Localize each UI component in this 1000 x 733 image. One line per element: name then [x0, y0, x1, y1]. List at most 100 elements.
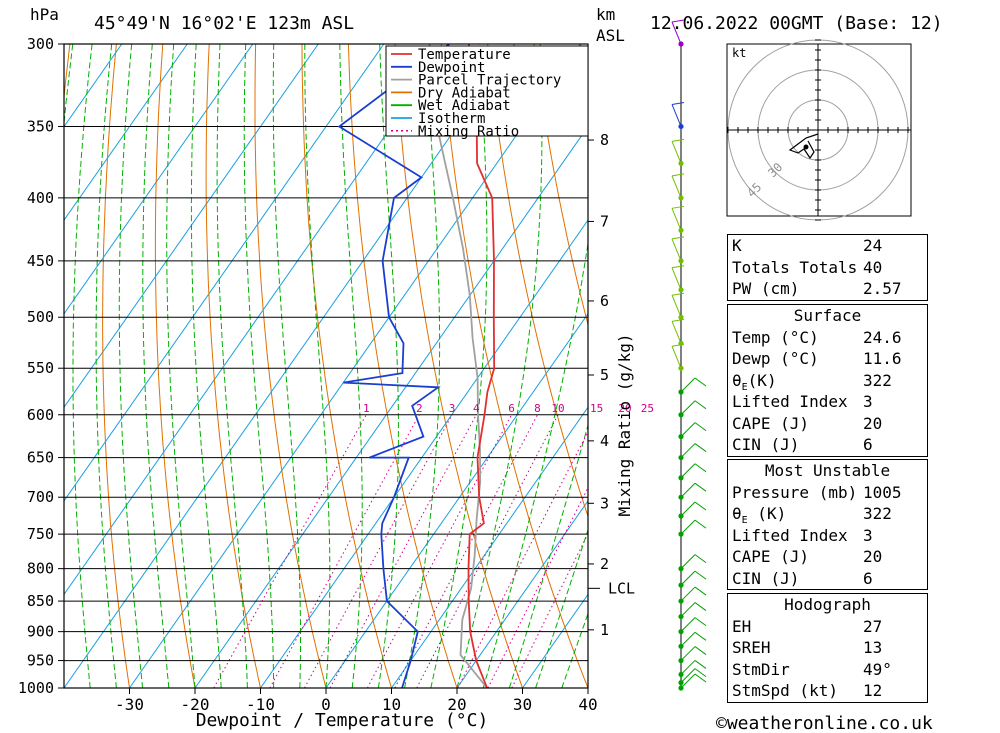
height-tick-label: 3: [600, 494, 609, 512]
pressure-tick-label: 900: [27, 623, 54, 641]
surface-li-label: Lifted Index: [732, 392, 848, 411]
wet-adiabat: [190, 44, 222, 688]
wind-barb-staff: [671, 238, 682, 262]
indices-table: K 24 Totals Totals 40 PW (cm) 2.57: [727, 234, 928, 301]
wind-barb-staff: [680, 422, 696, 437]
eh-value: 27: [863, 616, 883, 636]
height-unit-asl: ASL: [596, 26, 625, 45]
wet-adiabat: [142, 44, 170, 688]
wind-barb-feather: [694, 422, 707, 432]
wind-barb-staff: [671, 321, 682, 344]
wind-barb-staff: [680, 377, 696, 393]
wind-barb-staff: [680, 443, 696, 458]
mu-theta-unit: (K): [747, 504, 787, 523]
surface-table: Surface Temp (°C) 24.6 Dewp (°C) 11.6 θE(K…: [727, 304, 928, 457]
mixing-ratio-label: 6: [508, 402, 515, 415]
legend-label: Wet Adiabat: [418, 98, 511, 114]
wind-barb-feather: [671, 292, 685, 296]
stmspd-label: StmSpd (kt): [732, 681, 838, 700]
tt-label: Totals Totals: [732, 257, 858, 277]
wind-barb-feather: [694, 617, 707, 627]
height-tick-label: 8: [600, 131, 609, 149]
surface-theta-value: 322: [863, 370, 892, 390]
height-tick-label: 5: [600, 366, 609, 384]
pressure-axis: 300 350 400 450 500 550 600 650 700 750 800 850 900 9…: [18, 35, 64, 697]
isotherm: [194, 125, 588, 688]
pressure-tick-label: 500: [27, 308, 54, 326]
isotherm: [64, 44, 319, 409]
pressure-tick-label: 1000: [18, 679, 54, 697]
legend-label: Mixing Ratio: [418, 124, 519, 140]
isotherm: [64, 44, 254, 315]
wind-barb-feather: [694, 463, 707, 473]
mixing-ratio-line: [213, 414, 367, 688]
wind-barb-feather: [671, 173, 685, 177]
legend-label: Dry Adiabat: [418, 85, 511, 101]
isotherm: [129, 44, 581, 688]
surface-temp-value: 24.6: [863, 327, 902, 347]
temperature-tick-label: 0: [321, 695, 331, 714]
wind-barb-feather: [694, 443, 707, 452]
wind-barb-feather: [694, 501, 707, 511]
wind-barb-staff: [680, 602, 696, 617]
height-tick-label: 7: [600, 212, 609, 230]
wind-barb-staff: [680, 519, 696, 535]
isotherm: [64, 44, 188, 222]
theta-e-symbol: θE: [732, 370, 748, 393]
pressure-tick-label: 450: [27, 252, 54, 270]
dewpoint-line: [337, 44, 450, 688]
wind-barb-staff: [680, 673, 696, 689]
isotherm: [391, 406, 588, 688]
temperature-tick-label: 10: [382, 695, 401, 714]
pressure-tick-label: 300: [27, 35, 54, 53]
sounding-profiles: [337, 44, 496, 688]
surface-theta-label: θE(K): [732, 370, 777, 393]
wet-adiabat: [118, 44, 144, 688]
wind-barb-staff: [671, 267, 682, 290]
wind-barb-feather: [671, 265, 685, 269]
mixing-ratio-line: [457, 430, 588, 688]
mixing-ratio-label: 25: [641, 402, 654, 415]
wind-barb-staff: [680, 617, 696, 632]
mu-li-label: Lifted Index: [732, 525, 848, 545]
hodograph-table: Hodograph EH 27 SREH 13 StmDir 49° StmSpd (…: [727, 593, 928, 703]
pressure-tick-label: 650: [27, 449, 54, 467]
height-unit: km: [596, 5, 615, 24]
wind-barb-feather: [671, 19, 685, 23]
wind-barb-feather: [694, 631, 707, 641]
wind-barb-feather: [671, 236, 685, 240]
dry-adiabat: [533, 44, 588, 327]
hodograph-table-title: Hodograph: [784, 595, 871, 614]
surface-title: Surface: [793, 306, 862, 325]
wind-barb-feather: [694, 482, 707, 492]
pressure-unit: hPa: [30, 5, 59, 24]
wind-barb-staff: [680, 400, 696, 416]
surface-li-value: 3: [863, 392, 873, 411]
location-title: 45°49'N 16°02'E 123m ASL: [94, 13, 354, 34]
eh-label: EH: [732, 616, 752, 636]
pw-label: PW (cm): [732, 279, 800, 298]
wind-barb-feather: [694, 586, 707, 596]
mixing-ratio-label: 10: [551, 402, 564, 415]
wind-barb-staff: [680, 646, 696, 661]
theta-e-symbol: θE: [732, 504, 748, 527]
isotherm: [260, 219, 588, 688]
wind-barb-staff: [680, 631, 696, 647]
surface-dewp-value: 11.6: [863, 349, 902, 368]
wind-barb-staff: [680, 554, 696, 569]
height-axis: 8 7 6 5 4 3 2 1 LCL: [588, 131, 635, 639]
temperature-tick-label: -30: [115, 695, 144, 714]
wind-barb-staff: [671, 141, 682, 164]
wind-barb-feather: [694, 400, 707, 410]
lcl-label: LCL: [608, 579, 635, 597]
wind-barb-feather: [671, 101, 685, 105]
stmdir-label: StmDir: [732, 659, 790, 679]
wind-barb-staff: [680, 501, 696, 517]
mixing-ratio-line: [366, 414, 512, 688]
mixing-ratio-label: 4: [473, 402, 480, 415]
height-tick-label: 6: [600, 292, 609, 310]
plot-background: [64, 44, 588, 688]
wet-adiabat: [166, 44, 196, 688]
isotherm: [64, 44, 516, 688]
